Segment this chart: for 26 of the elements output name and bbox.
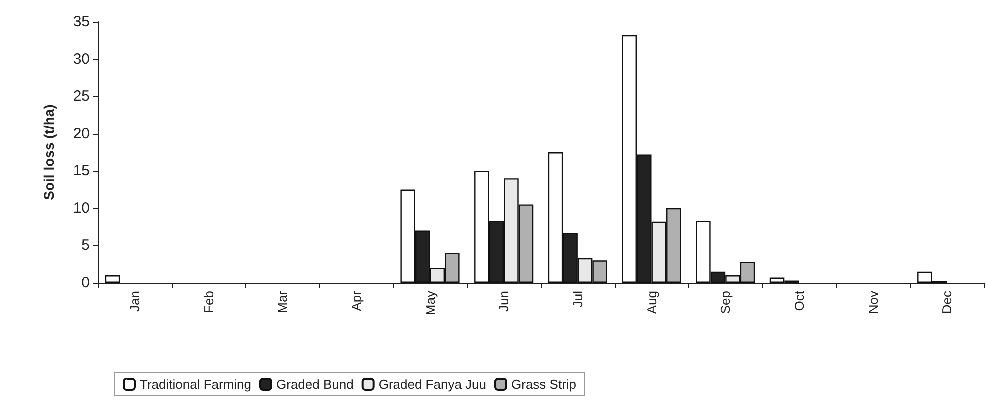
x-tick-label: Apr (348, 290, 364, 312)
y-tick-label: 15 (73, 162, 90, 180)
y-tick-label: 10 (73, 200, 90, 217)
legend-label: Grass Strip (512, 377, 577, 392)
y-tick-label: 35 (73, 14, 90, 30)
x-tick-label: May (422, 290, 438, 316)
x-tick-label: Feb (201, 291, 216, 314)
x-tick-label: Oct (792, 290, 807, 312)
x-tick-label: Jun (496, 291, 512, 312)
x-tick-label: Jul (570, 290, 586, 308)
x-tick-label: Dec (940, 290, 955, 314)
x-tick-label: Mar (275, 290, 290, 314)
y-axis-title: Soil loss (t/ha) (41, 104, 57, 200)
bar (105, 276, 120, 283)
y-tick-label: 20 (73, 125, 90, 142)
x-tick-label: Aug (644, 291, 660, 314)
x-tick-label: Sep (718, 291, 734, 314)
y-tick-label: 0 (82, 274, 90, 292)
legend-label: Graded Fanya Juu (378, 377, 487, 392)
y-tick-label: 5 (82, 237, 90, 254)
x-tick-label: Jan (127, 291, 142, 312)
y-tick-label: 30 (73, 50, 90, 68)
y-tick-label: 25 (73, 88, 90, 106)
legend-label: Graded Bund (276, 377, 354, 392)
legend-label: Traditional Farming (140, 377, 252, 392)
x-tick-label: Nov (866, 290, 881, 314)
